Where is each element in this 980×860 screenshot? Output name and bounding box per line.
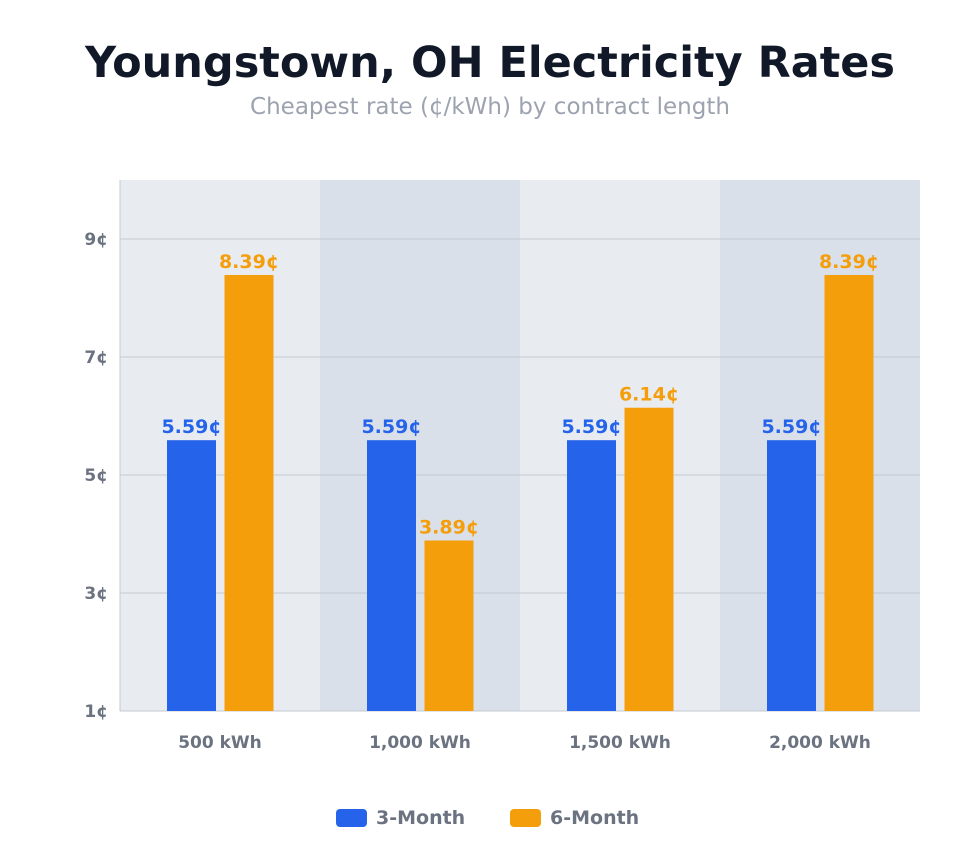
y-tick-label: 7¢ bbox=[84, 348, 108, 368]
x-tick-label: 1,000 kWh bbox=[369, 733, 471, 753]
chart-title: Youngstown, OH Electricity Rates bbox=[84, 38, 896, 88]
bar-6-month bbox=[224, 274, 274, 711]
bar-6-month bbox=[424, 540, 474, 711]
x-tick-label: 1,500 kWh bbox=[569, 733, 671, 753]
data-label: 5.59¢ bbox=[561, 416, 621, 438]
y-tick-label: 1¢ bbox=[84, 702, 108, 722]
bar-3-month bbox=[367, 440, 416, 711]
y-tick-label: 5¢ bbox=[84, 466, 108, 486]
legend-label: 3-Month bbox=[376, 807, 465, 829]
data-label: 5.59¢ bbox=[361, 416, 421, 438]
data-label: 3.89¢ bbox=[419, 516, 479, 538]
bar-6-month bbox=[624, 407, 674, 711]
y-tick-label: 3¢ bbox=[84, 584, 108, 604]
bar-3-month bbox=[567, 440, 616, 711]
legend-swatch bbox=[510, 809, 541, 827]
category-band bbox=[520, 180, 720, 711]
category-band bbox=[120, 180, 320, 711]
category-band bbox=[320, 180, 520, 711]
y-tick-label: 9¢ bbox=[84, 230, 108, 250]
legend-label: 6-Month bbox=[550, 807, 639, 829]
chart-subtitle: Cheapest rate (¢/kWh) by contract length bbox=[250, 94, 730, 120]
data-label: 5.59¢ bbox=[161, 416, 221, 438]
x-tick-label: 500 kWh bbox=[178, 733, 262, 753]
data-label: 5.59¢ bbox=[761, 416, 821, 438]
data-label: 8.39¢ bbox=[219, 251, 279, 273]
bar-3-month bbox=[167, 440, 216, 711]
data-label: 8.39¢ bbox=[819, 251, 879, 273]
legend-swatch bbox=[336, 809, 367, 827]
x-tick-label: 2,000 kWh bbox=[769, 733, 871, 753]
data-label: 6.14¢ bbox=[619, 384, 679, 406]
bar-3-month bbox=[767, 440, 816, 711]
category-band bbox=[720, 180, 920, 711]
bar-6-month bbox=[824, 274, 874, 711]
